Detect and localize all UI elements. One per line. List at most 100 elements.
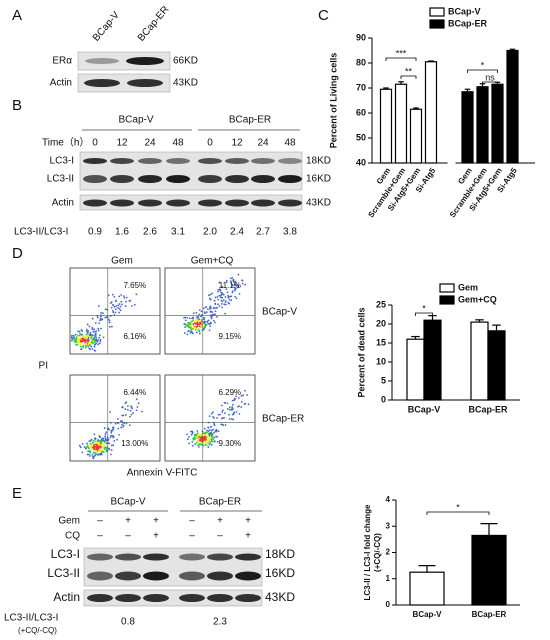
event-dot	[200, 310, 203, 313]
event-dot	[234, 287, 237, 290]
event-dot	[198, 323, 201, 326]
event-dot	[94, 445, 97, 448]
blot-band	[235, 553, 261, 561]
blot-band	[207, 594, 233, 602]
blot-band	[198, 199, 222, 207]
event-dot	[74, 333, 77, 336]
bar	[409, 571, 445, 606]
event-dot	[108, 442, 111, 445]
time-value: 0	[92, 138, 98, 149]
event-dot	[193, 320, 195, 323]
event-dot	[117, 304, 120, 307]
event-dot	[221, 306, 223, 309]
event-dot	[135, 398, 138, 401]
event-dot	[136, 406, 139, 408]
event-dot	[86, 331, 89, 334]
event-dot	[187, 330, 190, 333]
event-dot	[111, 293, 114, 296]
y-tick-label: 3	[386, 521, 391, 530]
event-dot	[124, 305, 127, 307]
event-dot	[89, 338, 92, 340]
event-dot	[132, 412, 134, 414]
event-dot	[94, 349, 97, 352]
event-dot	[115, 305, 118, 307]
blot-band	[235, 594, 261, 602]
event-dot	[89, 342, 92, 345]
event-dot	[237, 285, 240, 288]
event-dot	[191, 320, 193, 323]
blot-band	[251, 158, 275, 164]
event-dot	[240, 401, 243, 403]
event-dot	[238, 292, 241, 295]
size-label: 43KD	[306, 198, 331, 209]
event-dot	[227, 294, 230, 297]
event-dot	[123, 296, 126, 299]
event-dot	[89, 344, 91, 347]
event-dot	[213, 440, 216, 443]
event-dot	[240, 406, 243, 408]
event-dot	[216, 436, 219, 438]
event-dot	[110, 431, 113, 434]
event-dot	[191, 332, 194, 335]
event-dot	[120, 300, 123, 303]
event-dot	[209, 442, 212, 445]
event-dot	[127, 405, 129, 407]
event-dot	[210, 317, 213, 320]
event-dot	[111, 434, 114, 437]
event-dot	[206, 320, 209, 323]
event-dot	[74, 339, 77, 342]
event-dot	[81, 340, 84, 343]
blot-band	[225, 158, 249, 164]
event-dot	[86, 442, 88, 445]
event-dot	[212, 432, 215, 434]
y-tick-label: 0	[386, 600, 391, 609]
event-dot	[110, 306, 113, 309]
blot-band	[115, 553, 141, 561]
event-dot	[85, 330, 88, 333]
event-dot	[98, 342, 101, 345]
ratio-sublabel: (+CQ/-CQ)	[18, 626, 57, 635]
x-tick-label: BCap-ER	[472, 610, 507, 619]
event-dot	[117, 427, 120, 430]
row-label: BCap-ER	[262, 414, 304, 425]
event-dot	[141, 410, 143, 413]
event-dot	[209, 434, 212, 436]
event-dot	[108, 321, 111, 324]
event-dot	[238, 413, 241, 415]
blot-strip	[83, 589, 263, 607]
event-dot	[108, 428, 111, 431]
axis-label: Annexin V-FITC	[127, 468, 198, 479]
event-dot	[116, 417, 119, 420]
event-dot	[198, 318, 201, 321]
event-dot	[137, 402, 140, 405]
event-dot	[102, 439, 105, 442]
treatment-sign: –	[217, 531, 223, 542]
event-dot	[102, 336, 105, 339]
blot-band	[235, 571, 261, 581]
event-dot	[212, 319, 215, 322]
event-dot	[71, 334, 73, 337]
treatment-sign: –	[189, 516, 195, 527]
event-dot	[195, 331, 198, 334]
row-label: ERα	[52, 56, 72, 67]
blot-band	[251, 175, 275, 183]
event-dot	[231, 407, 233, 410]
time-value: 12	[231, 138, 243, 149]
bar	[461, 91, 474, 164]
bar	[476, 86, 489, 164]
event-dot	[99, 338, 102, 341]
event-dot	[190, 328, 193, 331]
event-dot	[128, 424, 131, 427]
event-dot	[184, 326, 186, 328]
flow-plot	[164, 374, 256, 462]
blot-band	[278, 158, 302, 164]
event-dot	[118, 311, 120, 314]
event-dot	[80, 345, 82, 348]
event-dot	[185, 325, 188, 327]
quadrant-value: 7.65%	[123, 281, 146, 290]
event-dot	[234, 295, 237, 298]
event-dot	[224, 300, 227, 303]
event-dot	[93, 340, 96, 343]
event-dot	[79, 332, 81, 335]
event-dot	[199, 322, 202, 324]
